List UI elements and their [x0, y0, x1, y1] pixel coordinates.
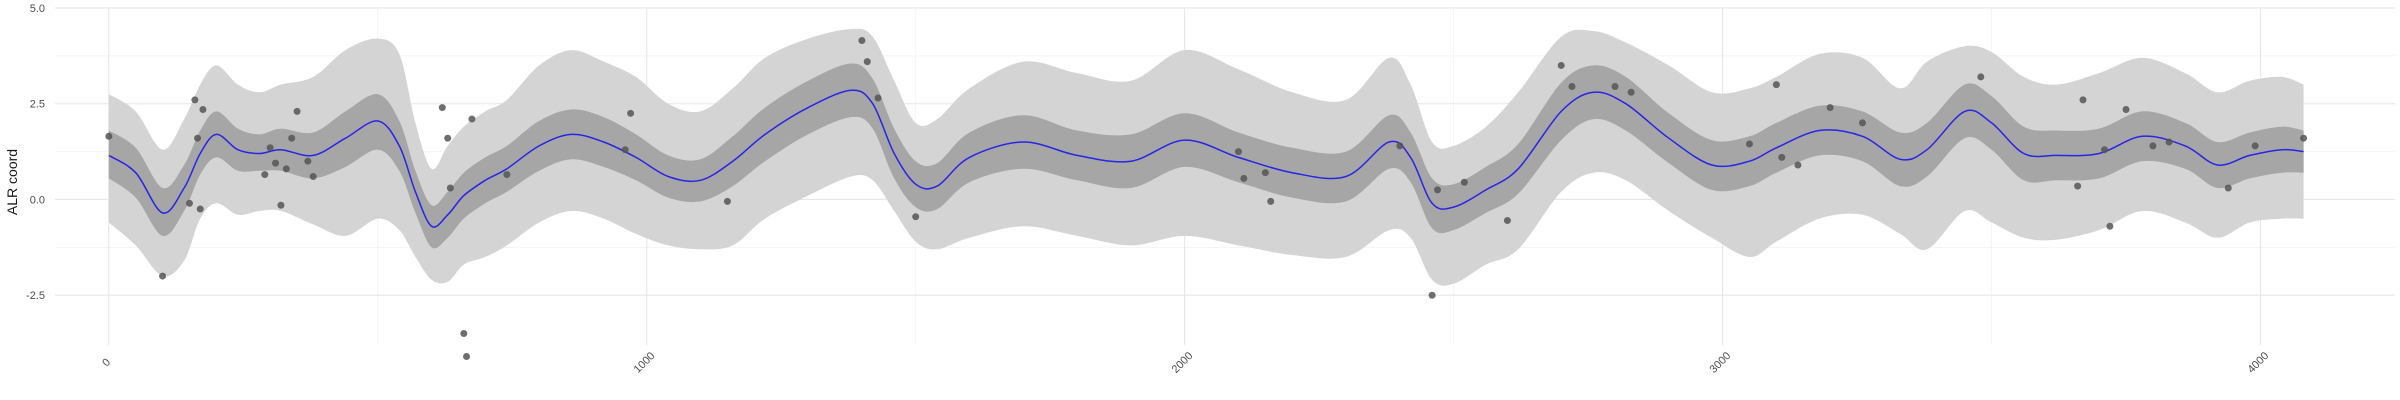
data-point — [1627, 88, 1635, 96]
data-point — [460, 330, 468, 338]
data-point — [185, 199, 193, 207]
data-point — [2074, 182, 2082, 190]
data-point — [1977, 73, 1985, 81]
data-point — [621, 146, 629, 154]
data-point — [261, 171, 269, 179]
x-tick-label: 2000 — [1170, 350, 1196, 376]
data-point — [1778, 153, 1786, 161]
data-point — [288, 134, 296, 142]
data-point — [1794, 161, 1802, 169]
data-point — [1826, 104, 1834, 112]
data-point — [304, 157, 312, 165]
data-point — [2122, 105, 2130, 113]
data-point — [2149, 142, 2157, 150]
data-point — [191, 96, 199, 104]
data-point — [627, 109, 635, 117]
inner-credible-band — [108, 63, 2304, 249]
data-point — [105, 132, 113, 140]
data-point — [2165, 138, 2173, 146]
data-point — [1396, 142, 1404, 150]
x-tick-label: 3000 — [1708, 350, 1734, 376]
data-point — [874, 94, 882, 102]
y-axis-title: ALR coord — [4, 149, 20, 215]
data-point — [863, 58, 871, 66]
data-point — [2101, 146, 2109, 154]
mean-curve — [108, 89, 2304, 228]
data-point — [1267, 197, 1275, 205]
x-axis-tick-labels: 0 1000 2000 3000 4000 — [100, 350, 2271, 376]
data-point — [159, 272, 167, 280]
data-point — [2224, 184, 2232, 192]
data-point — [1568, 83, 1576, 91]
data-point — [1557, 61, 1565, 69]
data-point — [446, 184, 454, 192]
observation-points — [105, 37, 2308, 360]
data-point — [1858, 119, 1866, 127]
data-point — [912, 213, 920, 221]
data-point — [858, 37, 866, 45]
data-point — [266, 144, 274, 152]
inner-band-area — [108, 63, 2304, 249]
data-point — [277, 201, 285, 209]
data-point — [503, 171, 511, 179]
data-point — [468, 115, 476, 123]
data-point — [1745, 140, 1753, 148]
data-point — [444, 134, 452, 142]
x-tick-label: 1000 — [632, 350, 658, 376]
x-tick-label: 4000 — [2245, 350, 2271, 376]
data-point — [1428, 291, 1436, 299]
y-tick-label: 5.0 — [30, 3, 45, 15]
data-point — [194, 134, 202, 142]
data-point — [2079, 96, 2087, 104]
data-point — [1234, 148, 1242, 156]
data-point — [438, 104, 446, 112]
data-point — [1433, 186, 1441, 194]
data-point — [1460, 178, 1468, 186]
data-point — [196, 205, 204, 213]
data-point — [1240, 174, 1248, 182]
x-tick-label: 0 — [100, 356, 113, 369]
data-point — [2300, 134, 2308, 142]
y-axis-tick-labels: -2.5 0.0 2.5 5.0 — [26, 3, 45, 302]
y-tick-label: -2.5 — [26, 290, 45, 302]
y-tick-label: 0.0 — [30, 194, 45, 206]
data-point — [199, 105, 207, 113]
data-point — [2106, 222, 2114, 230]
data-point — [463, 352, 471, 360]
data-point — [1772, 81, 1780, 89]
data-point — [1261, 169, 1269, 177]
y-tick-label: 2.5 — [30, 99, 45, 111]
data-point — [1611, 83, 1619, 91]
data-point — [2251, 142, 2259, 150]
data-point — [723, 197, 731, 205]
data-point — [1503, 217, 1511, 225]
data-point — [282, 165, 290, 173]
mean-line-path — [108, 89, 2304, 228]
data-point — [293, 107, 301, 115]
data-point — [309, 173, 317, 180]
data-point — [272, 159, 280, 167]
